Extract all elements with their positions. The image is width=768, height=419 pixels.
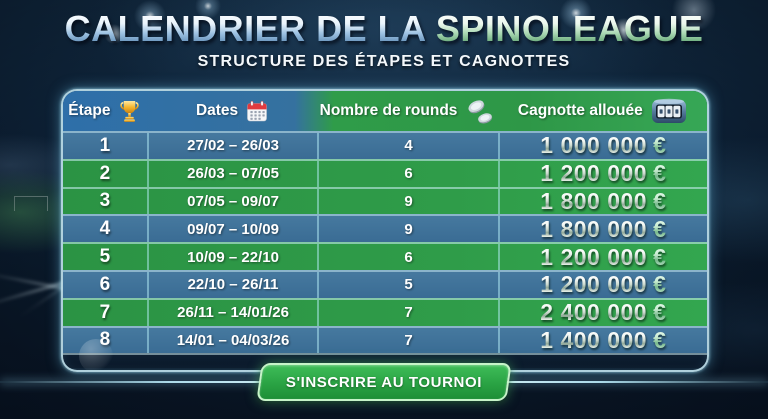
currency-symbol: €	[653, 271, 667, 298]
stage-cell: 3	[99, 190, 111, 212]
rounds-cell: 6	[317, 244, 497, 270]
dates-cell: 26/03 – 07/05	[146, 160, 318, 187]
rounds-cell: 7	[317, 299, 497, 326]
column-label-rounds: Nombre de rounds	[319, 102, 458, 119]
table-row: 1 27/02 – 26/03 4 1 000 000 €	[63, 131, 707, 159]
table-row: 5 10/09 – 22/10 6 1 200 000 €	[63, 242, 707, 270]
currency-symbol: €	[653, 243, 667, 270]
currency-symbol: €	[653, 215, 667, 242]
calendar-icon	[247, 100, 267, 122]
prize-cell: 1 000 000 €	[497, 132, 707, 159]
prize-cell: 1 200 000 €	[497, 243, 707, 270]
stage-cell: 2	[99, 162, 111, 184]
rounds-cell: 7	[317, 327, 497, 354]
rounds-cell: 5	[317, 271, 497, 298]
prize-amount: 1 000 000	[540, 132, 648, 159]
stage-cell: 8	[99, 329, 111, 351]
page-subtitle: STRUCTURE DES ÉTAPES ET CAGNOTTES	[197, 52, 571, 70]
dates-cell: 10/09 – 22/10	[146, 244, 318, 270]
prize-cell: 1 400 000 €	[497, 326, 707, 354]
goal-posts	[14, 196, 48, 211]
table-row: 8 14/01 – 04/03/26 7 1 400 000 €	[63, 325, 707, 354]
dates-cell: 26/11 – 14/01/26	[146, 299, 318, 326]
dates-cell: 14/01 – 04/03/26	[146, 327, 318, 354]
column-header-cagnotte: Cagnotte allouée	[498, 91, 707, 131]
trophy-icon	[120, 100, 140, 122]
currency-symbol: €	[653, 160, 667, 187]
prize-cell: 1 800 000 €	[497, 187, 707, 215]
currency-symbol: €	[653, 132, 667, 159]
dates-cell: 22/10 – 26/11	[146, 271, 318, 298]
rounds-cell: 9	[317, 216, 497, 243]
currency-symbol: €	[653, 299, 667, 326]
currency-symbol: €	[653, 187, 667, 214]
masthead: CALENDRIER DE LA SPINOLEAGUE STRUCTURE D…	[0, 10, 768, 71]
stage-cell: 1	[99, 134, 111, 156]
coins-icon	[468, 99, 493, 123]
stage-cell: 6	[99, 273, 111, 295]
prize-cell: 1 200 000 €	[497, 160, 707, 187]
column-label-cagnotte: Cagnotte allouée	[517, 102, 643, 119]
table-row: 6 22/10 – 26/11 5 1 200 000 €	[63, 269, 707, 298]
table-row: 7 26/11 – 14/01/26 7 2 400 000 €	[63, 297, 707, 326]
panel-footer	[63, 339, 707, 370]
prize-cell: 1 800 000 €	[497, 215, 707, 243]
rounds-cell: 9	[317, 188, 497, 215]
currency-symbol: €	[653, 326, 667, 353]
table-header: Étape Dates	[63, 91, 707, 131]
signup-button[interactable]: S'INSCRIRE AU TOURNOI	[256, 363, 512, 401]
prize-amount: 2 400 000	[540, 299, 648, 326]
prize-amount: 1 800 000	[540, 187, 648, 214]
rounds-cell: 4	[317, 133, 497, 159]
column-label-etape: Étape	[68, 102, 111, 119]
prize-cell: 2 400 000 €	[497, 299, 707, 326]
stage-cell: 4	[99, 218, 111, 240]
prize-amount: 1 800 000	[540, 215, 648, 242]
table-row: 3 07/05 – 09/07 9 1 800 000 €	[63, 186, 707, 215]
stage-cell: 5	[99, 246, 111, 268]
title-part-green: SPINOLEAGUE	[435, 8, 704, 49]
stage-cell: 7	[99, 301, 111, 323]
dates-cell: 27/02 – 26/03	[146, 133, 318, 159]
column-header-dates: Dates	[147, 91, 318, 131]
column-header-etape: Étape	[63, 91, 147, 131]
dates-cell: 07/05 – 09/07	[146, 188, 318, 215]
schedule-table: Étape Dates	[61, 89, 709, 372]
signup-button-label: S'INSCRIRE AU TOURNOI	[285, 373, 483, 391]
prize-amount: 1 400 000	[540, 326, 648, 353]
prize-amount: 1 200 000	[540, 271, 648, 298]
column-header-rounds: Nombre de rounds	[317, 91, 497, 131]
page-title: CALENDRIER DE LA SPINOLEAGUE	[0, 10, 768, 48]
table-row: 2 26/03 – 07/05 6 1 200 000 €	[63, 158, 707, 187]
table-row: 4 09/07 – 10/09 9 1 800 000 €	[63, 214, 707, 243]
rounds-cell: 6	[317, 160, 497, 187]
cta-row: S'INSCRIRE AU TOURNOI	[0, 362, 768, 404]
column-label-dates: Dates	[195, 102, 239, 119]
prize-amount: 1 200 000	[540, 243, 648, 270]
dates-cell: 09/07 – 10/09	[146, 216, 318, 243]
title-part-blue: CALENDRIER DE LA	[64, 8, 426, 49]
prize-amount: 1 200 000	[540, 160, 648, 187]
table-body: 1 27/02 – 26/03 4 1 000 000 € 2 26/03 – …	[63, 131, 707, 354]
slot-machine-icon	[651, 98, 686, 123]
prize-cell: 1 200 000 €	[497, 271, 707, 298]
soccer-ball-decoration	[79, 339, 113, 370]
